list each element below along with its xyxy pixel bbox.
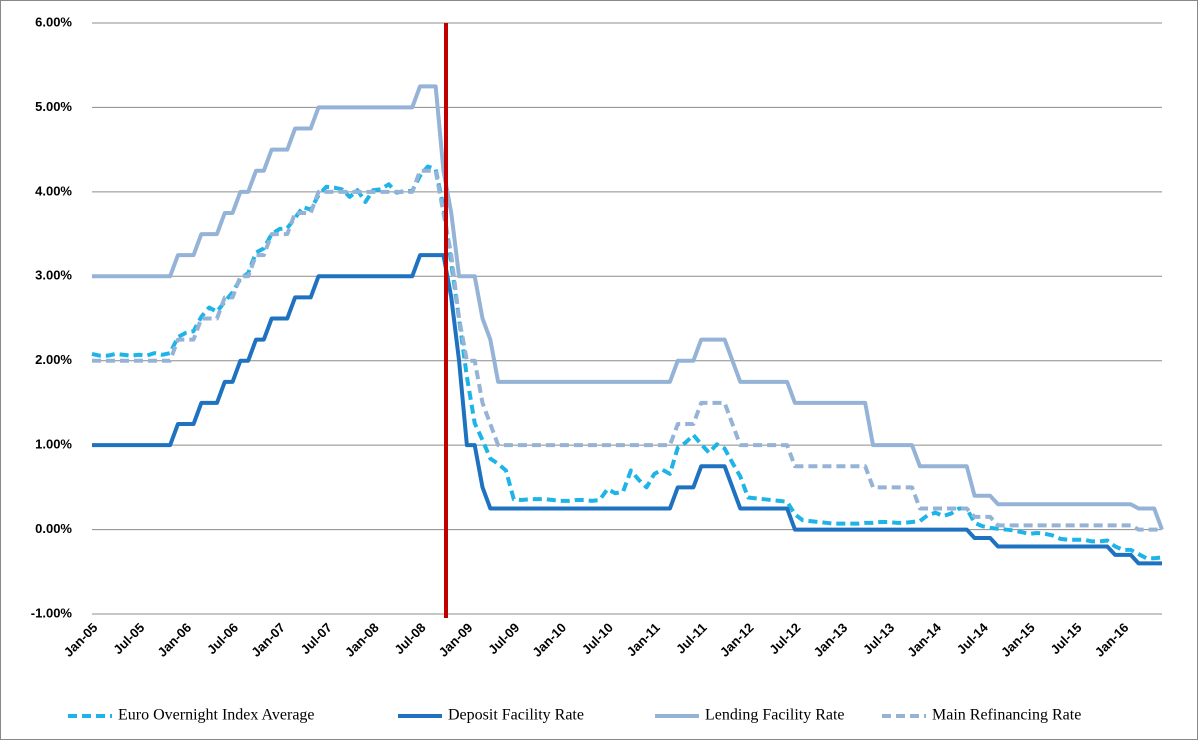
legend-label: Euro Overnight Index Average: [118, 707, 315, 724]
legend-label: Lending Facility Rate: [705, 707, 845, 724]
grid: [92, 22, 1162, 615]
y-tick-label: 3.00%: [35, 268, 72, 283]
y-tick-label: 0.00%: [35, 521, 72, 536]
series-line: [91, 164, 1163, 561]
legend-label: Main Refinancing Rate: [932, 707, 1081, 724]
legend-label: Deposit Facility Rate: [448, 707, 584, 724]
y-tick-label: 5.00%: [35, 99, 72, 114]
y-tick-label: 1.00%: [35, 437, 72, 452]
y-tick-label: -1.00%: [31, 605, 73, 620]
series-line: [92, 84, 1164, 531]
y-tick-label: 4.00%: [35, 183, 72, 198]
y-tick-label: 6.00%: [35, 14, 72, 29]
series-line: [92, 253, 1162, 566]
y-tick-label: 2.00%: [35, 352, 72, 367]
lines: [91, 84, 1164, 566]
